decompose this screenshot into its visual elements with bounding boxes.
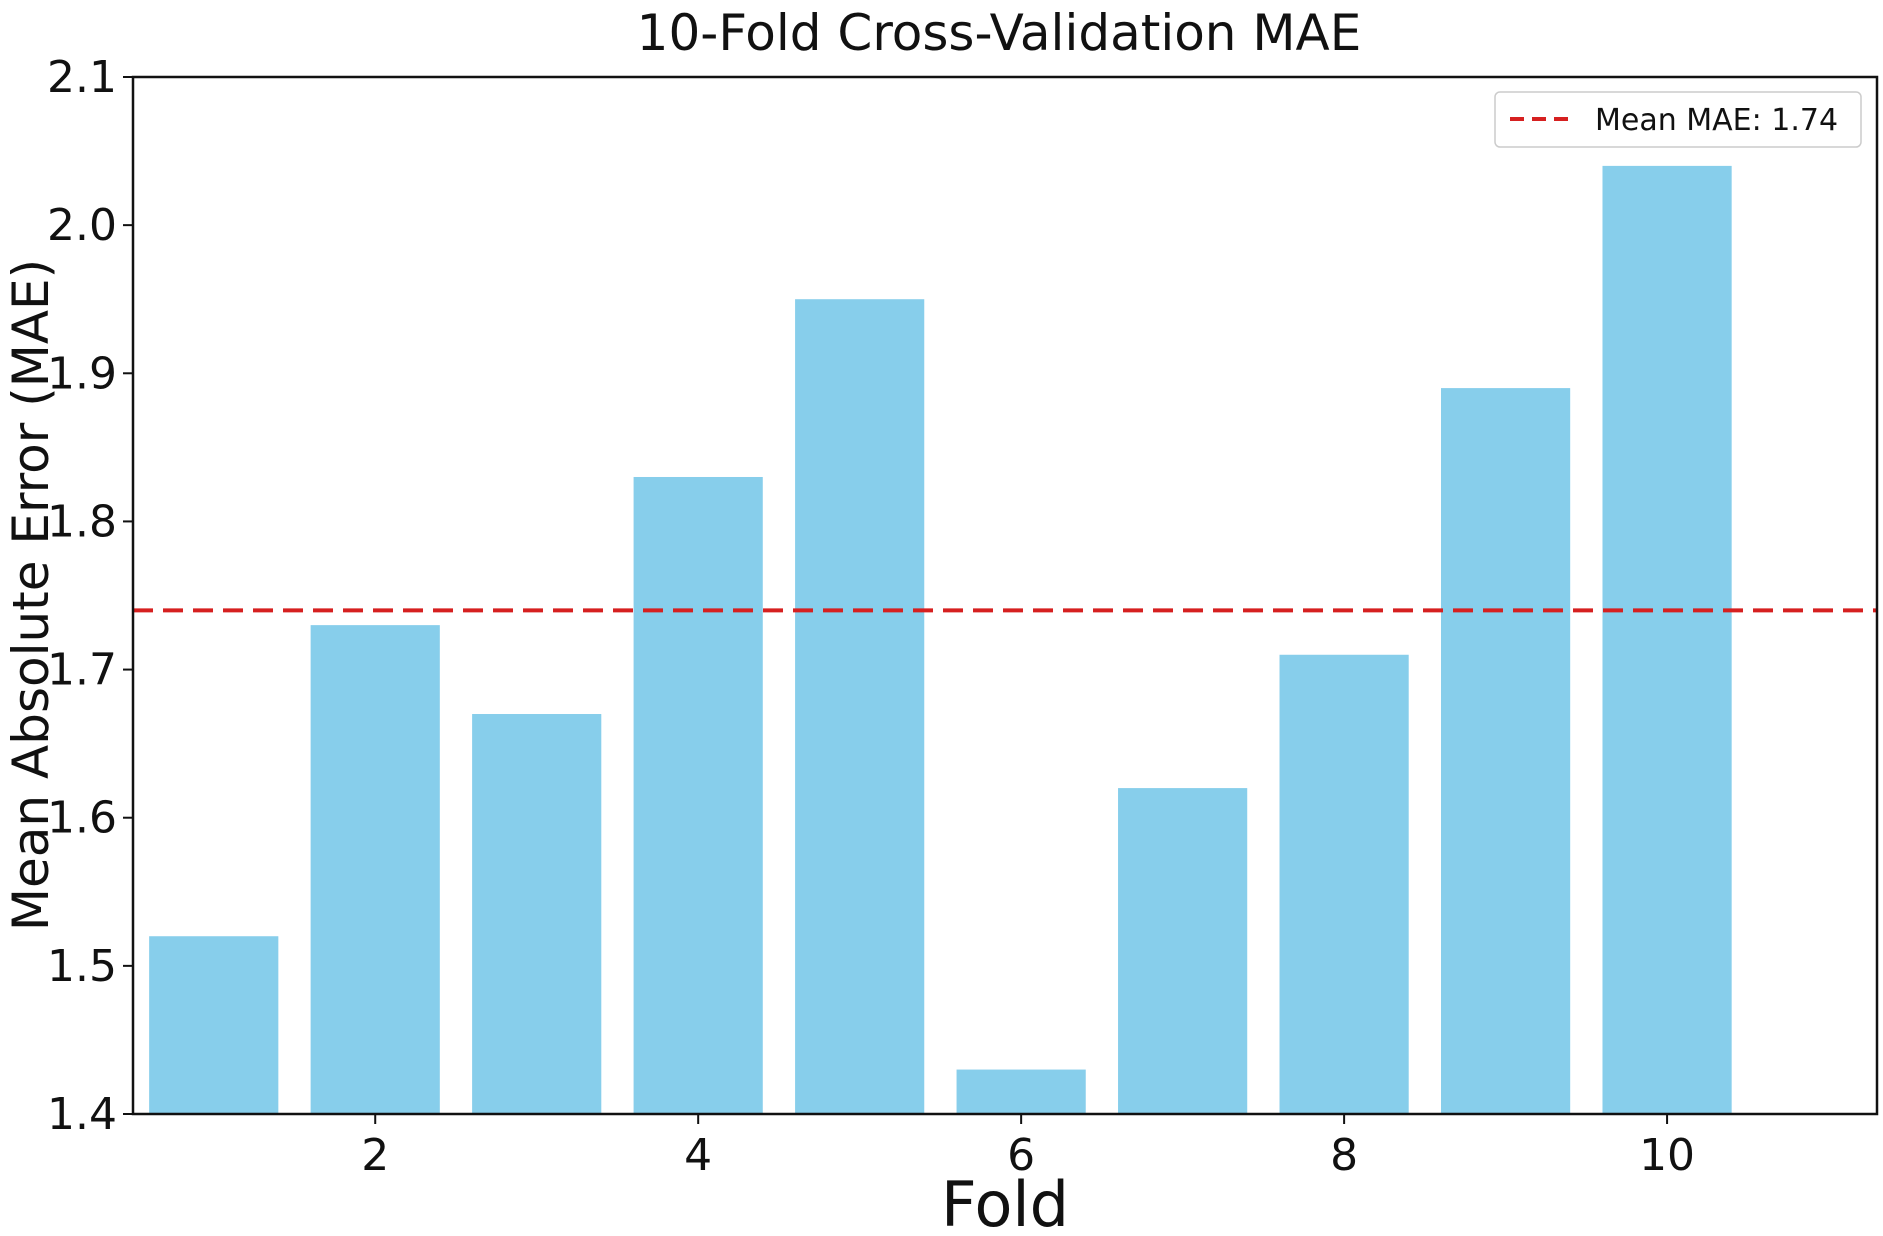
bar-fold-6	[956, 1069, 1086, 1114]
y-tick-label: 1.4	[47, 1089, 117, 1140]
x-axis-ticks: 2 4 6 8 10	[361, 1114, 1695, 1181]
bars-group	[149, 165, 1732, 1115]
x-tick-label: 10	[1639, 1130, 1695, 1181]
legend-box	[1494, 91, 1862, 148]
x-tick-label: 4	[684, 1130, 712, 1181]
x-tick-label: 8	[1330, 1130, 1358, 1181]
bar-fold-4	[633, 476, 763, 1114]
bar-fold-8	[1279, 654, 1409, 1114]
y-tick-label: 1.7	[47, 645, 117, 696]
bar-fold-10	[1602, 165, 1732, 1114]
bar-fold-1	[149, 936, 279, 1114]
y-axis-label: Mean Absolute Error (MAE)	[2, 259, 60, 931]
y-tick-label: 1.6	[47, 793, 117, 844]
x-tick-label: 6	[1007, 1130, 1035, 1181]
x-tick-label: 2	[361, 1130, 389, 1181]
bar-fold-2	[310, 625, 440, 1114]
y-tick-label: 2.1	[47, 52, 117, 103]
chart-title: 10-Fold Cross-Validation MAE	[637, 4, 1362, 62]
y-tick-label: 1.9	[47, 348, 117, 399]
bar-fold-5	[795, 299, 925, 1114]
plot-frame	[131, 75, 1879, 1116]
legend: Mean MAE: 1.74	[1494, 91, 1862, 148]
legend-mean-label: Mean MAE: 1.74	[1595, 103, 1838, 138]
y-tick-label: 1.8	[47, 496, 117, 547]
bar-fold-9	[1441, 388, 1571, 1115]
x-axis-label: Fold	[941, 1168, 1069, 1236]
y-tick-label: 2.0	[47, 200, 117, 251]
y-axis-ticks: 1.4 1.5 1.6 1.7 1.8 1.9 2.0 2.1	[47, 52, 133, 1140]
bar-fold-3	[472, 714, 602, 1114]
y-tick-label: 1.5	[47, 941, 117, 992]
bar-fold-7	[1118, 788, 1248, 1114]
